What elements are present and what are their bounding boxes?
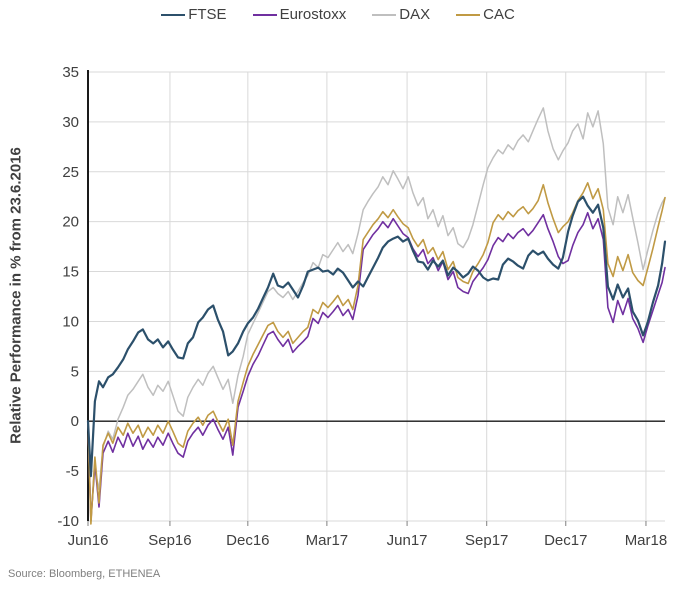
legend-swatch-dax [372,13,397,16]
legend-item-dax: DAX [372,6,430,23]
y-tick-label: 30 [62,114,79,131]
y-tick-label: 20 [62,214,79,231]
x-tick-label: Sep17 [465,532,508,549]
source-note: Source: Bloomberg, ETHENEA [8,568,161,580]
chart-legend: FTSE Eurostoxx DAX CAC [0,6,676,23]
legend-label: CAC [483,6,515,23]
series-line-ftse [86,195,667,478]
x-tick-label: Jun16 [68,532,109,549]
y-tick-label: -10 [57,513,79,530]
y-tick-label: 0 [71,413,79,430]
y-tick-label: -5 [66,463,79,480]
legend-swatch-cac [456,13,481,16]
x-tick-label: Jun17 [387,532,428,549]
legend-swatch-ftse [161,13,186,16]
y-tick-label: 15 [62,264,79,281]
x-tick-label: Dec17 [544,532,587,549]
y-tick-label: 5 [71,363,79,380]
legend-label: FTSE [188,6,227,23]
series-line-cac [87,182,666,525]
y-tick-label: 35 [62,64,79,81]
legend-item-eurostoxx: Eurostoxx [252,6,347,23]
y-axis-title: Relative Performance in % from 23.6.2016 [7,147,25,444]
x-tick-label: Mar18 [625,532,668,549]
legend-item-cac: CAC [456,6,515,23]
x-tick-label: Sep16 [148,532,191,549]
y-tick-label: 25 [62,164,79,181]
series-line-dax [87,107,666,519]
legend-item-ftse: FTSE [161,6,227,23]
legend-swatch-eurostoxx [252,13,277,16]
legend-label: Eurostoxx [279,6,347,23]
legend-label: DAX [399,6,431,23]
series-line-eurostoxx [87,211,666,522]
x-tick-label: Mar17 [306,532,349,549]
y-tick-label: 10 [62,313,79,330]
x-tick-label: Dec16 [226,532,269,549]
